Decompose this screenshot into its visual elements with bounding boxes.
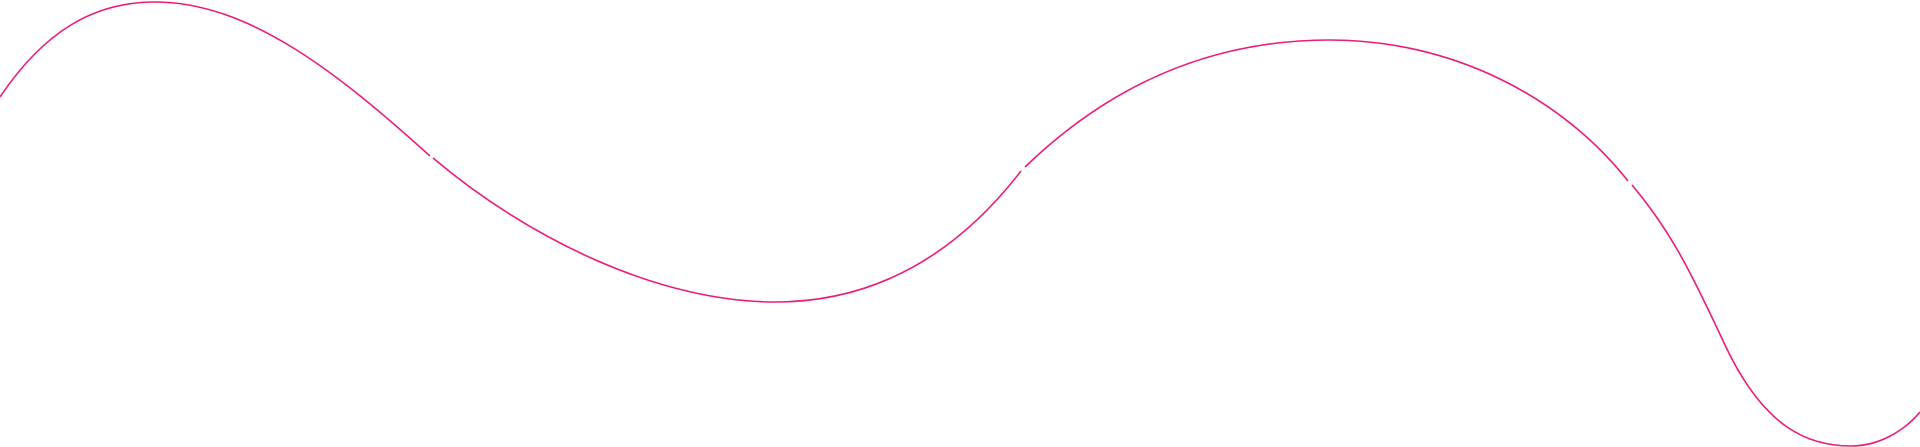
wave-segment-3 [1024, 39, 1629, 182]
wave-segment-1 [0, 1, 431, 157]
wave-segment-2 [432, 157, 1022, 303]
wave-segment-4 [1631, 184, 1920, 447]
